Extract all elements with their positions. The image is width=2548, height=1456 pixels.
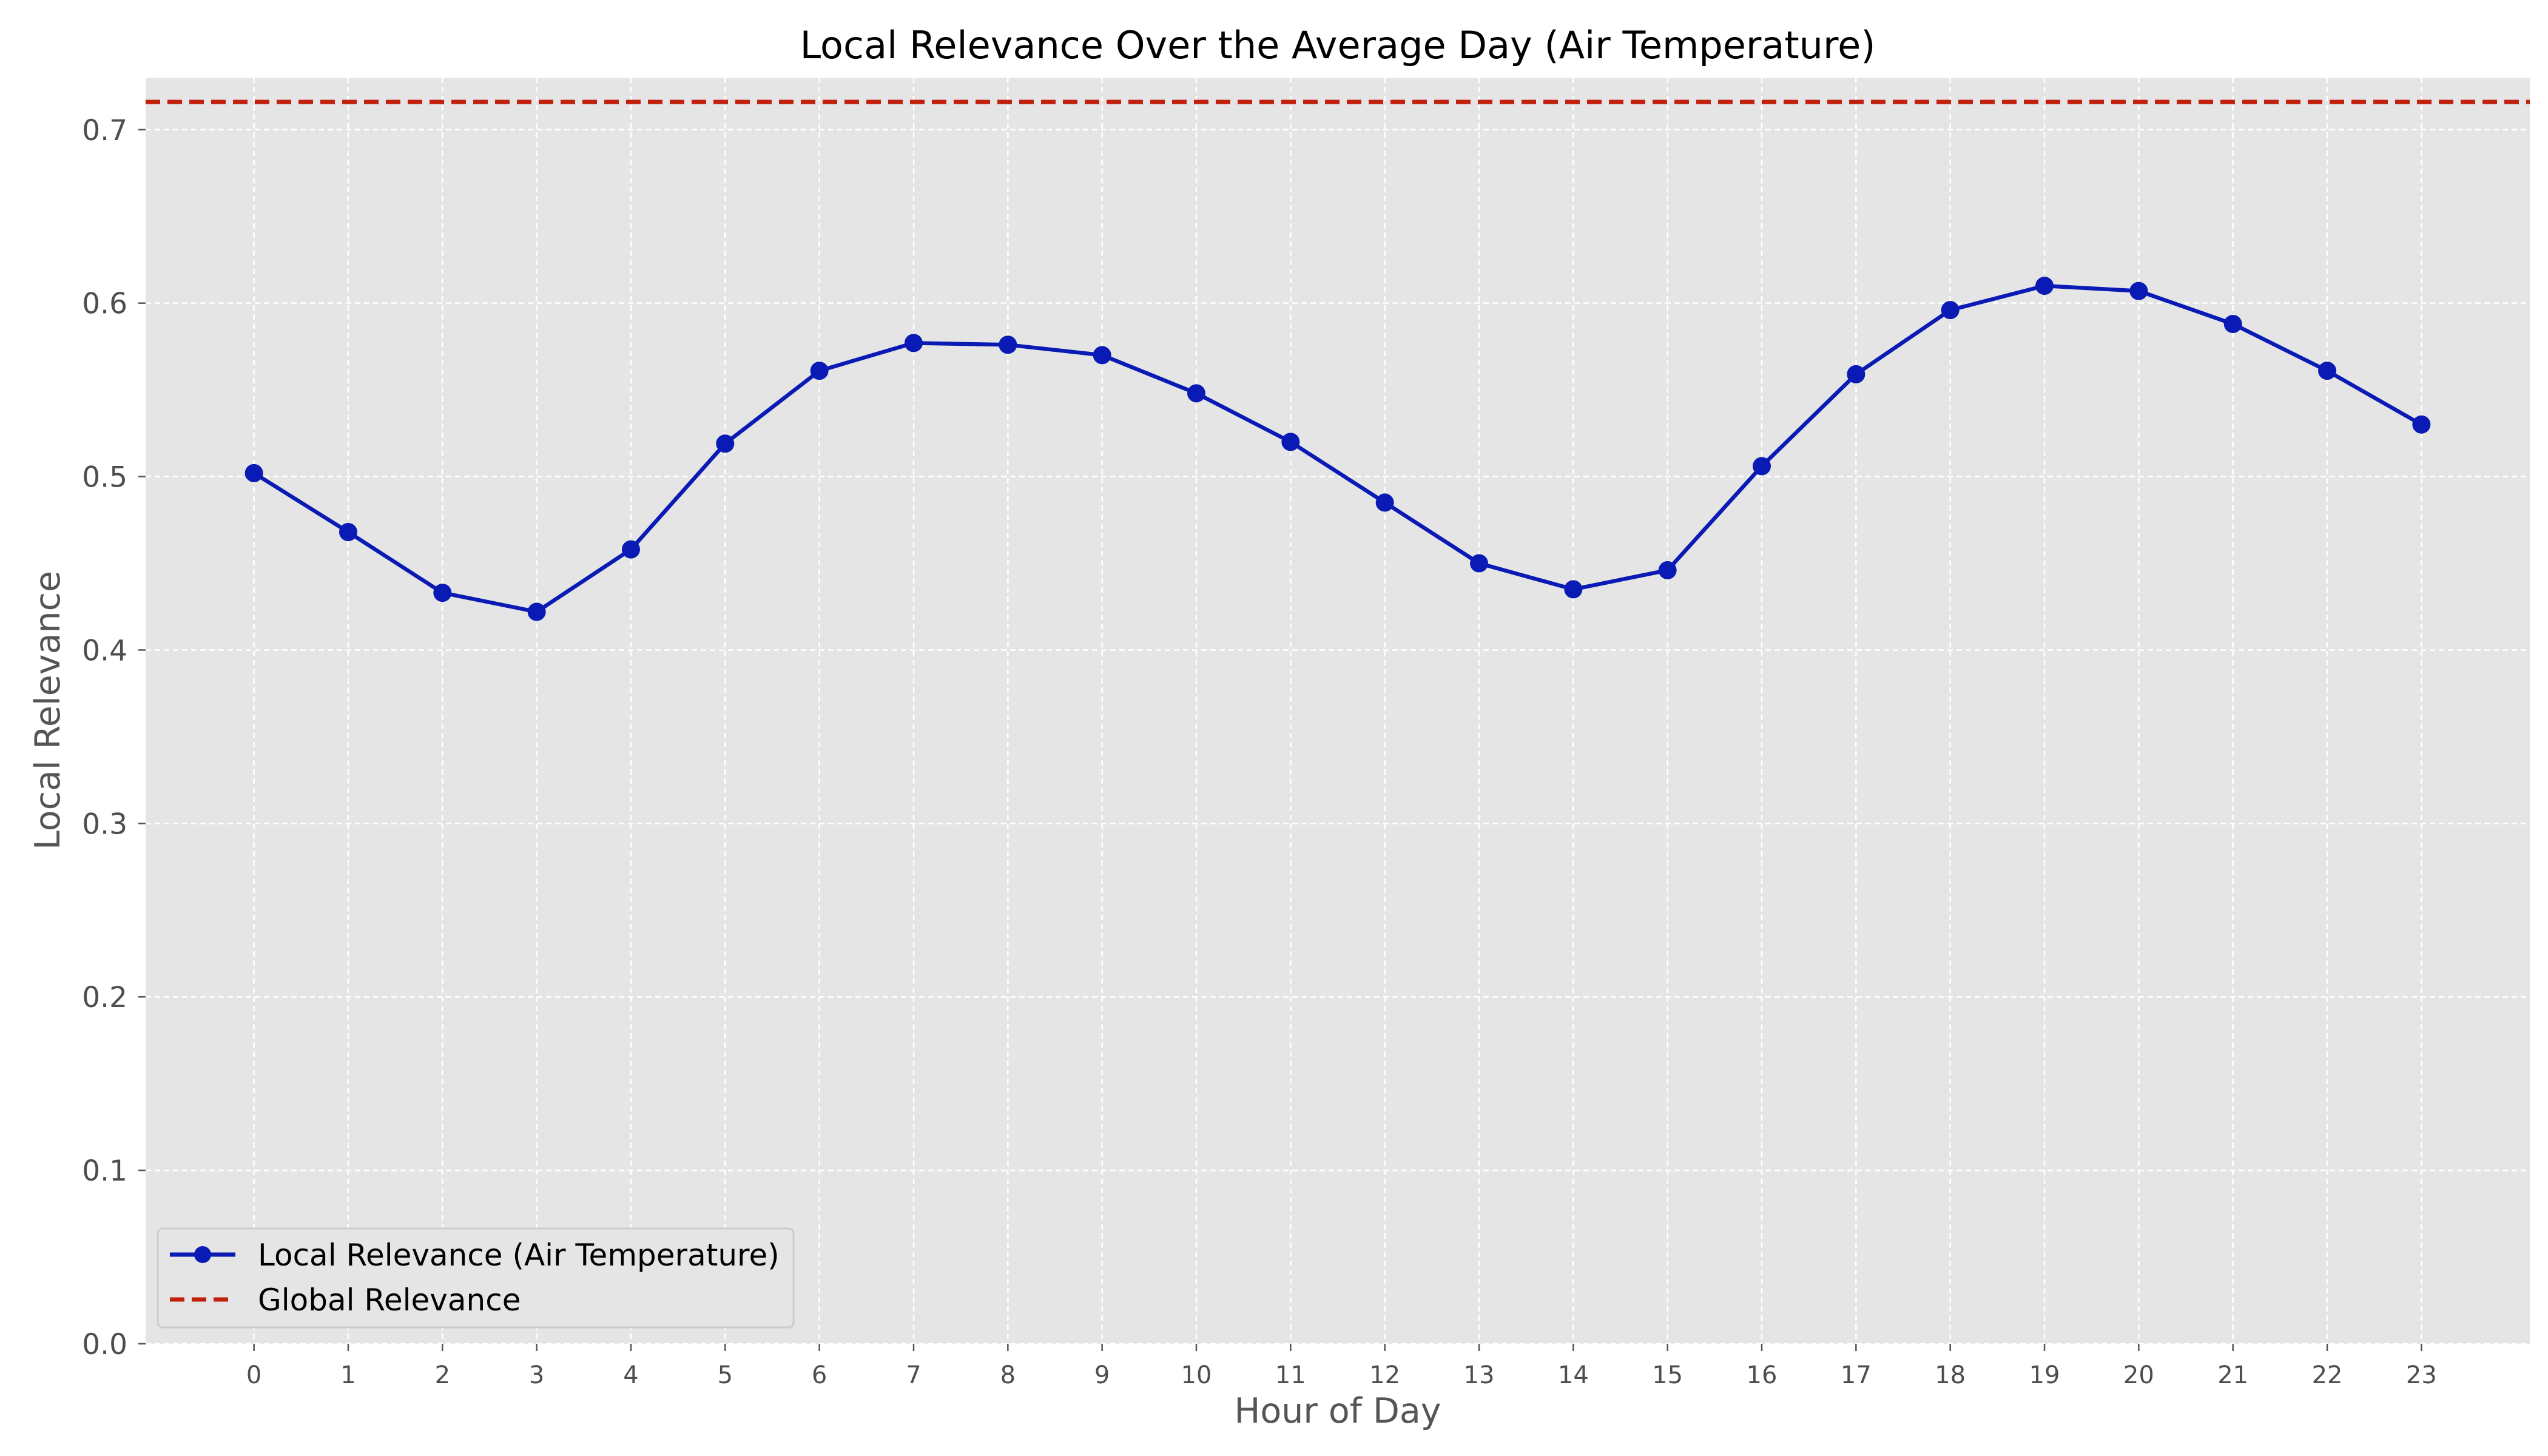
data-point (810, 362, 829, 380)
x-tick-label: 3 (529, 1361, 544, 1389)
x-tick-label: 12 (1369, 1361, 1400, 1389)
x-tick-label: 11 (1275, 1361, 1306, 1389)
x-axis-title: Hour of Day (1234, 1391, 1441, 1431)
x-tick-label: 22 (2312, 1361, 2343, 1389)
x-tick-label: 13 (1464, 1361, 1495, 1389)
data-point (244, 463, 263, 482)
data-point (1658, 561, 1677, 579)
x-tick-label: 21 (2217, 1361, 2248, 1389)
x-tick-label: 18 (1935, 1361, 1966, 1389)
data-point (433, 584, 452, 602)
chart-title: Local Relevance Over the Average Day (Ai… (800, 23, 1876, 67)
legend-label-global: Global Relevance (258, 1282, 521, 1318)
x-tick-label: 20 (2123, 1361, 2154, 1389)
x-tick-label: 10 (1181, 1361, 1212, 1389)
y-tick-label: 0.7 (82, 114, 127, 147)
y-tick-label: 0.6 (82, 288, 127, 321)
x-tick-label: 23 (2406, 1361, 2437, 1389)
data-point (2035, 277, 2054, 295)
x-tick-label: 14 (1558, 1361, 1589, 1389)
data-point (2318, 362, 2337, 380)
data-point (1375, 493, 1394, 512)
x-tick-label: 2 (435, 1361, 450, 1389)
data-point (1564, 580, 1583, 599)
data-point (1753, 457, 1771, 476)
data-point (999, 335, 1017, 354)
legend-marker-local (194, 1246, 211, 1263)
plot-area (146, 78, 2530, 1344)
x-tick-label: 7 (906, 1361, 921, 1389)
y-tick-label: 0.1 (82, 1154, 127, 1188)
data-point (2129, 281, 2148, 300)
x-tick-label: 15 (1652, 1361, 1683, 1389)
x-tick-label: 0 (246, 1361, 261, 1389)
y-tick-label: 0.4 (82, 634, 127, 667)
y-tick-label: 0.3 (82, 807, 127, 841)
data-point (716, 434, 735, 453)
data-point (2223, 314, 2242, 333)
data-point (1281, 433, 1300, 451)
x-tick-label: 16 (1747, 1361, 1778, 1389)
x-tick-label: 5 (718, 1361, 733, 1389)
x-tick-label: 4 (623, 1361, 638, 1389)
y-tick-label: 0.0 (82, 1328, 127, 1361)
x-tick-label: 17 (1841, 1361, 1872, 1389)
x-tick-label: 8 (1000, 1361, 1016, 1389)
y-axis-title: Local Relevance (28, 571, 68, 850)
x-tick-label: 9 (1094, 1361, 1110, 1389)
y-tick-label: 0.2 (82, 981, 127, 1014)
x-tick-label: 19 (2029, 1361, 2060, 1389)
axes: 0.00.10.20.30.40.50.60.70 1 2 3 4 5 6 7 8 9 10 11 12… (82, 114, 2437, 1389)
data-point (621, 540, 640, 559)
data-point (1941, 301, 1960, 320)
y-tick-label: 0.5 (82, 461, 127, 494)
data-point (1847, 365, 1866, 383)
data-point (527, 602, 546, 621)
legend-label-local: Local Relevance (Air Temperature) (258, 1238, 780, 1273)
data-point (2412, 415, 2431, 434)
data-point (1470, 554, 1489, 573)
series-line-local-relevance (252, 283, 2423, 614)
data-point (1187, 384, 1205, 403)
legend: Local Relevance (Air Temperature) Global… (157, 1227, 795, 1329)
data-point (1093, 346, 1111, 365)
legend-box (157, 1227, 795, 1329)
x-tick-label: 1 (340, 1361, 356, 1389)
data-series (244, 277, 2431, 621)
x-tick-label: 6 (812, 1361, 827, 1389)
data-point (904, 334, 923, 352)
data-point (339, 523, 357, 542)
